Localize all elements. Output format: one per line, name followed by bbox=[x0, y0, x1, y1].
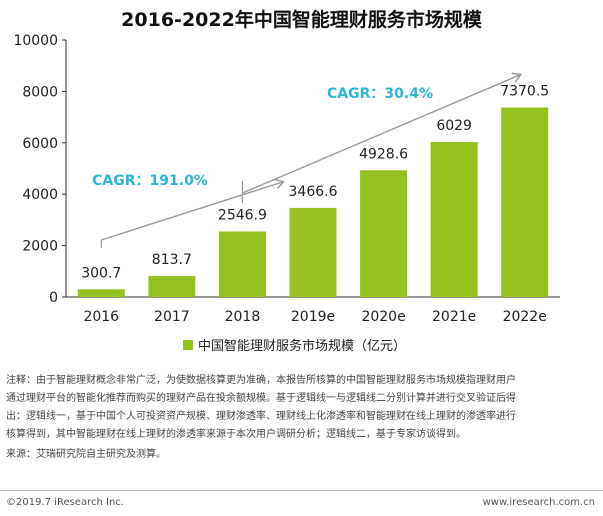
bar-chart: 0 2000 4000 6000 8000 10000 300.7 2016 813.7 201… bbox=[13, 33, 560, 354]
x-tick-label: 2019e bbox=[291, 309, 335, 325]
bar-2017 bbox=[148, 276, 196, 297]
chart-title: 2016-2022年中国智能理财服务市场规模 bbox=[121, 9, 482, 31]
y-tick-label: 8000 bbox=[22, 84, 58, 100]
cagr-arrow-2 bbox=[242, 75, 519, 194]
legend-label: 中国智能理财服务市场规模（亿元） bbox=[198, 338, 406, 354]
y-tick-label: 0 bbox=[49, 290, 58, 306]
cagr-arrow-1 bbox=[101, 182, 282, 241]
note-line-4: 核算得到，其中智能理财在线上理财的渗透率来源于本次用户调研分析；逻辑线二，基于专… bbox=[6, 429, 466, 440]
y-tick-label: 4000 bbox=[22, 187, 58, 203]
footer-divider bbox=[0, 490, 603, 491]
legend-swatch bbox=[183, 340, 193, 350]
data-label: 4928.6 bbox=[359, 146, 408, 162]
x-tick-label: 2020e bbox=[361, 309, 405, 325]
data-label: 3466.6 bbox=[289, 184, 338, 200]
x-tick-label: 2022e bbox=[503, 309, 547, 325]
x-tick-label: 2018 bbox=[225, 309, 261, 325]
data-label: 300.7 bbox=[81, 265, 121, 281]
cagr-label-1: CAGR：191.0% bbox=[92, 173, 208, 189]
source-note: 来源：艾瑞研究院自主研究及测算。 bbox=[6, 449, 166, 460]
bar-2022e bbox=[501, 107, 549, 297]
y-tick-label: 10000 bbox=[13, 33, 58, 49]
note-line-3: 出：逻辑线一，基于中国个人可投资资产规模、理财渗透率、理财线上化渗透率和智能理财… bbox=[6, 411, 516, 422]
bar-2021e bbox=[430, 142, 478, 297]
x-tick-label: 2017 bbox=[154, 309, 190, 325]
bar-2018 bbox=[218, 231, 266, 297]
cagr-label-2: CAGR：30.4% bbox=[327, 86, 433, 102]
x-tick-label: 2016 bbox=[83, 309, 119, 325]
data-label: 6029 bbox=[436, 118, 472, 134]
data-label: 7370.5 bbox=[500, 84, 549, 100]
y-tick-label: 2000 bbox=[22, 239, 58, 255]
website-text: www.iresearch.com.cn bbox=[482, 497, 595, 508]
bar-2016 bbox=[77, 289, 125, 297]
bar-2020e bbox=[360, 170, 408, 297]
note-line-1: 注释：由于智能理财概念非常广泛，为使数据核算更为准确，本报告所核算的中国智能理财… bbox=[6, 375, 516, 386]
note-line-2: 通过理财平台的智能化推荐而购买的理财产品在投余额规模。基于逻辑线一与逻辑线二分别… bbox=[6, 393, 516, 404]
data-label: 813.7 bbox=[152, 252, 192, 268]
copyright-text: ©2019.7 iResearch Inc. bbox=[6, 497, 124, 508]
bar-2019e bbox=[289, 207, 337, 297]
x-tick-label: 2021e bbox=[432, 309, 476, 325]
y-tick-label: 6000 bbox=[22, 136, 58, 152]
data-label: 2546.9 bbox=[218, 208, 267, 224]
